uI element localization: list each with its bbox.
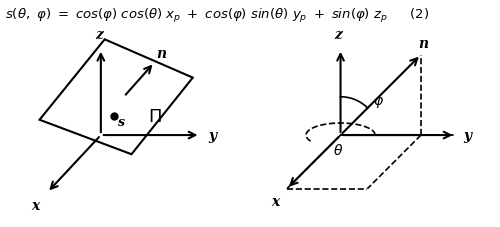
Text: $\Pi$: $\Pi$ bbox=[148, 107, 162, 125]
Text: $s(\theta,\ \varphi)\ =\ cos(\varphi)\ cos(\theta)\ x_p\ +\ cos(\varphi)\ sin(\t: $s(\theta,\ \varphi)\ =\ cos(\varphi)\ c… bbox=[5, 7, 430, 25]
Text: n: n bbox=[156, 46, 166, 60]
Text: y: y bbox=[208, 128, 216, 143]
Text: z: z bbox=[95, 28, 103, 42]
Text: n: n bbox=[418, 37, 428, 51]
Text: s: s bbox=[118, 116, 125, 129]
Text: z: z bbox=[334, 28, 342, 42]
Text: $\varphi$: $\varphi$ bbox=[373, 95, 384, 110]
Text: x: x bbox=[271, 195, 279, 209]
Text: $\theta$: $\theta$ bbox=[333, 143, 343, 158]
Text: x: x bbox=[32, 198, 40, 212]
Text: y: y bbox=[463, 128, 471, 143]
